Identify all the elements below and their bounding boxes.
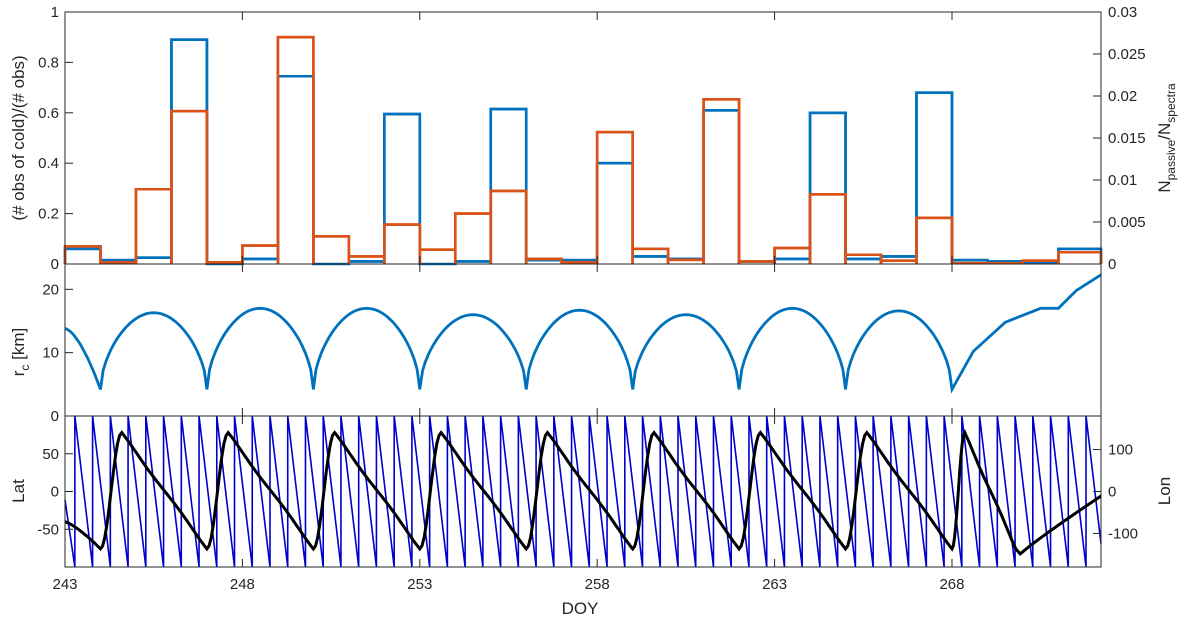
hist-bar-passive bbox=[489, 189, 528, 264]
ylabel-lon: Lon bbox=[1155, 477, 1174, 505]
y-tick-left: 1 bbox=[51, 4, 59, 21]
hist-bar-passive bbox=[808, 192, 847, 264]
hist-bar-cold bbox=[63, 247, 102, 264]
y-tick-right: 0.01 bbox=[1108, 172, 1137, 189]
y-tick-right: 0 bbox=[1108, 256, 1116, 273]
hist-bar-passive bbox=[1057, 250, 1103, 264]
y-tick-left: 0.2 bbox=[38, 206, 59, 223]
panel-lat-lon: -50 0 50 -100 0 100 243 248 253 258 263 268 0 bbox=[37, 408, 1138, 593]
y-tick-right: 0.025 bbox=[1108, 46, 1146, 63]
hist-bar-cold bbox=[808, 111, 847, 264]
hist-bar-cold bbox=[383, 112, 422, 264]
ylabel-passive-ratio: Npassive/Nspectra bbox=[1155, 83, 1178, 193]
x-tick-label: 253 bbox=[407, 576, 432, 593]
x-tick-label: 243 bbox=[52, 576, 77, 593]
hist-bar-cold bbox=[595, 161, 634, 264]
y-tick-left: 0.4 bbox=[38, 155, 59, 172]
lat-line bbox=[64, 428, 1102, 556]
rc-line bbox=[64, 273, 1102, 394]
hist-bar-passive bbox=[312, 234, 351, 264]
y-tick-right: -100 bbox=[1108, 525, 1138, 542]
hist-bar-passive bbox=[915, 216, 954, 264]
y-tick-left: 0 bbox=[51, 256, 59, 273]
y-tick-left: 10 bbox=[42, 345, 59, 362]
y-tick-right: 0.015 bbox=[1108, 130, 1146, 147]
hist-bar-passive bbox=[170, 109, 209, 264]
hist-bar-passive bbox=[773, 246, 812, 264]
hist-bar-cold bbox=[915, 91, 954, 264]
ylabel-rc: rc [km] bbox=[9, 328, 32, 377]
lon-line bbox=[64, 415, 1102, 568]
hist-bar-passive bbox=[453, 212, 493, 264]
hist-bar-cold bbox=[170, 38, 209, 264]
y-tick-right: 0.005 bbox=[1108, 214, 1146, 231]
hist-bar-passive bbox=[383, 223, 422, 264]
x-tick-label: 263 bbox=[762, 576, 787, 593]
hist-bar-passive bbox=[241, 244, 280, 264]
hist-bar-cold bbox=[702, 108, 741, 264]
y-tick-left: 0.6 bbox=[38, 105, 59, 122]
y-tick-left: 0 bbox=[51, 408, 59, 425]
y-tick-right: 0 bbox=[1108, 484, 1116, 501]
y-tick-left: 0 bbox=[51, 484, 59, 501]
hist-bar-passive bbox=[276, 35, 315, 264]
x-tick-label: 258 bbox=[585, 576, 610, 593]
hist-bar-passive bbox=[595, 130, 634, 264]
hist-bar-passive bbox=[418, 248, 457, 264]
panel-rc: 10 20 bbox=[42, 263, 1102, 417]
y-tick-left: 0.8 bbox=[38, 54, 59, 71]
y-tick-left: 50 bbox=[42, 446, 59, 463]
ylabel-cold-fraction: (# obs of cold)/(# obs) bbox=[9, 55, 28, 220]
hist-step-passive bbox=[65, 35, 1101, 265]
hist-bar-cold bbox=[489, 107, 528, 264]
y-tick-right: 0.03 bbox=[1108, 4, 1137, 21]
ylabel-lat: Lat bbox=[9, 479, 28, 503]
x-tick-label: 268 bbox=[939, 576, 964, 593]
x-tick-label: 248 bbox=[230, 576, 255, 593]
y-tick-left: 20 bbox=[42, 281, 59, 298]
hist-bar-passive bbox=[134, 187, 173, 264]
axes-frame-top bbox=[64, 11, 1102, 265]
hist-bar-cold bbox=[276, 74, 315, 264]
y-tick-left: -50 bbox=[37, 521, 59, 538]
panel-cold-fraction: 0 0.2 0.4 0.6 0.8 1 0 0.005 0.01 0.015 0.02 0.025 0.… bbox=[38, 4, 1145, 273]
hist-step-cold bbox=[65, 38, 1101, 266]
y-tick-right: 100 bbox=[1108, 442, 1133, 459]
axes-frame-bottom bbox=[64, 415, 1102, 568]
hist-bar-passive bbox=[702, 98, 741, 264]
xlabel-doy: DOY bbox=[562, 599, 599, 618]
y-tick-right: 0.02 bbox=[1108, 88, 1137, 105]
